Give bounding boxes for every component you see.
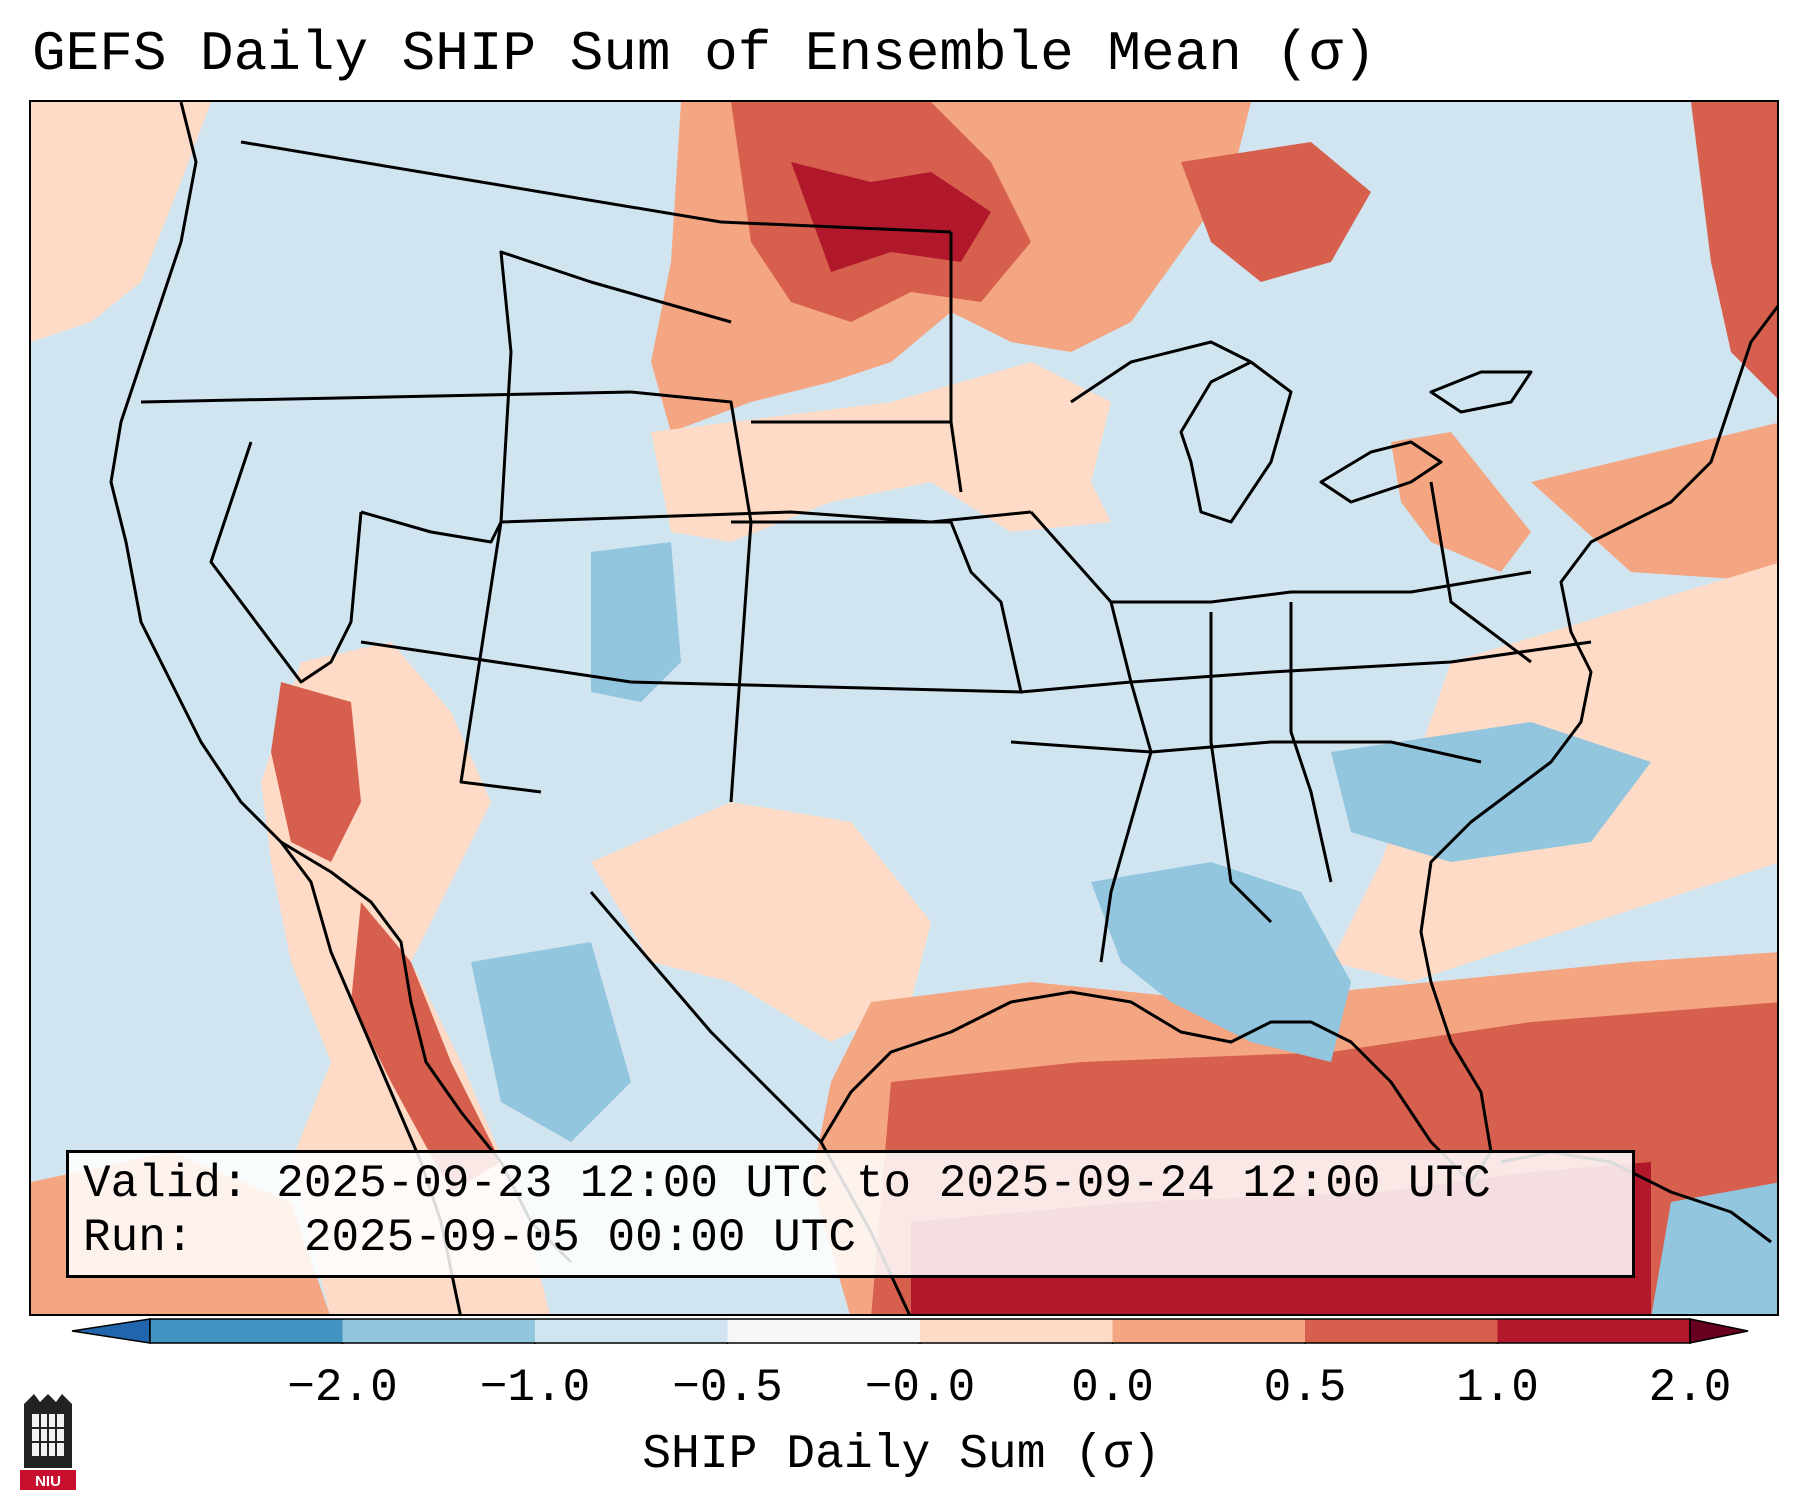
pacific-coastline bbox=[109, 102, 462, 1314]
colorbar-tick-label: 0.5 bbox=[1263, 1362, 1347, 1414]
colorbar-segment bbox=[1305, 1319, 1498, 1343]
run-value: 2025-09-05 00:00 UTC bbox=[303, 1212, 856, 1264]
anomaly-texas bbox=[591, 802, 931, 1042]
border-pennsylvania bbox=[1429, 481, 1532, 664]
colorbar-tick-label: 1.0 bbox=[1456, 1362, 1539, 1414]
anomaly-dakotas-max bbox=[791, 162, 991, 272]
map-panel bbox=[29, 100, 1779, 1316]
colorbar-segment bbox=[150, 1319, 343, 1343]
colorbar-segment bbox=[342, 1319, 535, 1343]
anomaly-ontario bbox=[1181, 142, 1371, 282]
map-canvas bbox=[31, 102, 1777, 1314]
colorbar-segment bbox=[920, 1319, 1113, 1343]
colorbar-tick-label: −0.5 bbox=[672, 1362, 783, 1414]
anomaly-socal bbox=[271, 682, 361, 862]
border-or-ca-id-nv bbox=[140, 390, 632, 404]
border-indiana-alabama bbox=[1209, 612, 1273, 924]
anomaly-mexico-neg bbox=[471, 942, 631, 1142]
colorbar-segment bbox=[535, 1319, 728, 1343]
colorbar-tick-label: 0.0 bbox=[1071, 1362, 1154, 1414]
lake-ontario-outline bbox=[1429, 370, 1533, 414]
colorbar-extend-min bbox=[71, 1318, 151, 1344]
arizona-west-border bbox=[459, 521, 542, 794]
anomaly-southeast-neg bbox=[1091, 862, 1351, 1062]
colorbar-extend-max bbox=[1689, 1318, 1749, 1344]
niu-logo-icon: NIU bbox=[20, 1394, 76, 1490]
colorbar-tick-label: −0.0 bbox=[864, 1362, 976, 1414]
border-kansas-missouri bbox=[731, 520, 1023, 693]
colorbar-segment bbox=[727, 1319, 920, 1343]
lake-erie-outline bbox=[1319, 440, 1443, 504]
anomaly-pacific-nw bbox=[31, 102, 211, 342]
colorbar-tick-label: −2.0 bbox=[287, 1362, 398, 1414]
anomaly-quebec bbox=[1691, 102, 1777, 398]
boundaries bbox=[109, 102, 1777, 1314]
colorbar-segment bbox=[1497, 1319, 1690, 1343]
run-label: Run: bbox=[83, 1212, 194, 1264]
border-mountain-plains bbox=[630, 390, 753, 803]
lake-superior-shore bbox=[1070, 340, 1252, 404]
valid-label: Valid: bbox=[83, 1158, 249, 1210]
colorbar-tick-label: 2.0 bbox=[1648, 1362, 1732, 1414]
logo-text: NIU bbox=[35, 1473, 61, 1490]
anomaly-northeast bbox=[1391, 432, 1531, 572]
colorbar-segment bbox=[1112, 1319, 1305, 1343]
colorbar-label: SHIP Daily Sum (σ) bbox=[642, 1428, 1161, 1482]
east-gulf-coastline bbox=[819, 304, 1777, 1184]
border-ohio-georgia bbox=[1289, 602, 1333, 883]
valid-value: 2025-09-23 12:00 UTC to 2025-09-24 12:00… bbox=[276, 1158, 1491, 1210]
anomaly-atlantic-north bbox=[1531, 422, 1777, 582]
anomaly-midwest bbox=[651, 362, 1111, 542]
anomaly-colorado-neg bbox=[591, 542, 681, 702]
colorbar-tick-label: −1.0 bbox=[479, 1362, 591, 1414]
anomaly-baja-coast bbox=[351, 902, 501, 1192]
validity-info-box: Valid: 2025-09-23 12:00 UTC to 2025-09-2… bbox=[66, 1150, 1635, 1278]
anomaly-carolinas-neg bbox=[1331, 722, 1651, 862]
us-canada-border-west bbox=[240, 140, 952, 234]
nevada-border bbox=[209, 441, 363, 684]
map-title: GEFS Daily SHIP Sum of Ensemble Mean (σ) bbox=[32, 22, 1377, 86]
border-idaho-wyoming bbox=[499, 250, 732, 523]
lake-michigan-outline bbox=[1179, 360, 1293, 524]
colorbar bbox=[71, 1318, 1749, 1344]
border-tennessee bbox=[1010, 740, 1482, 764]
border-ohio-river bbox=[1111, 570, 1532, 604]
anomaly-cuba-neg bbox=[1651, 1182, 1777, 1314]
